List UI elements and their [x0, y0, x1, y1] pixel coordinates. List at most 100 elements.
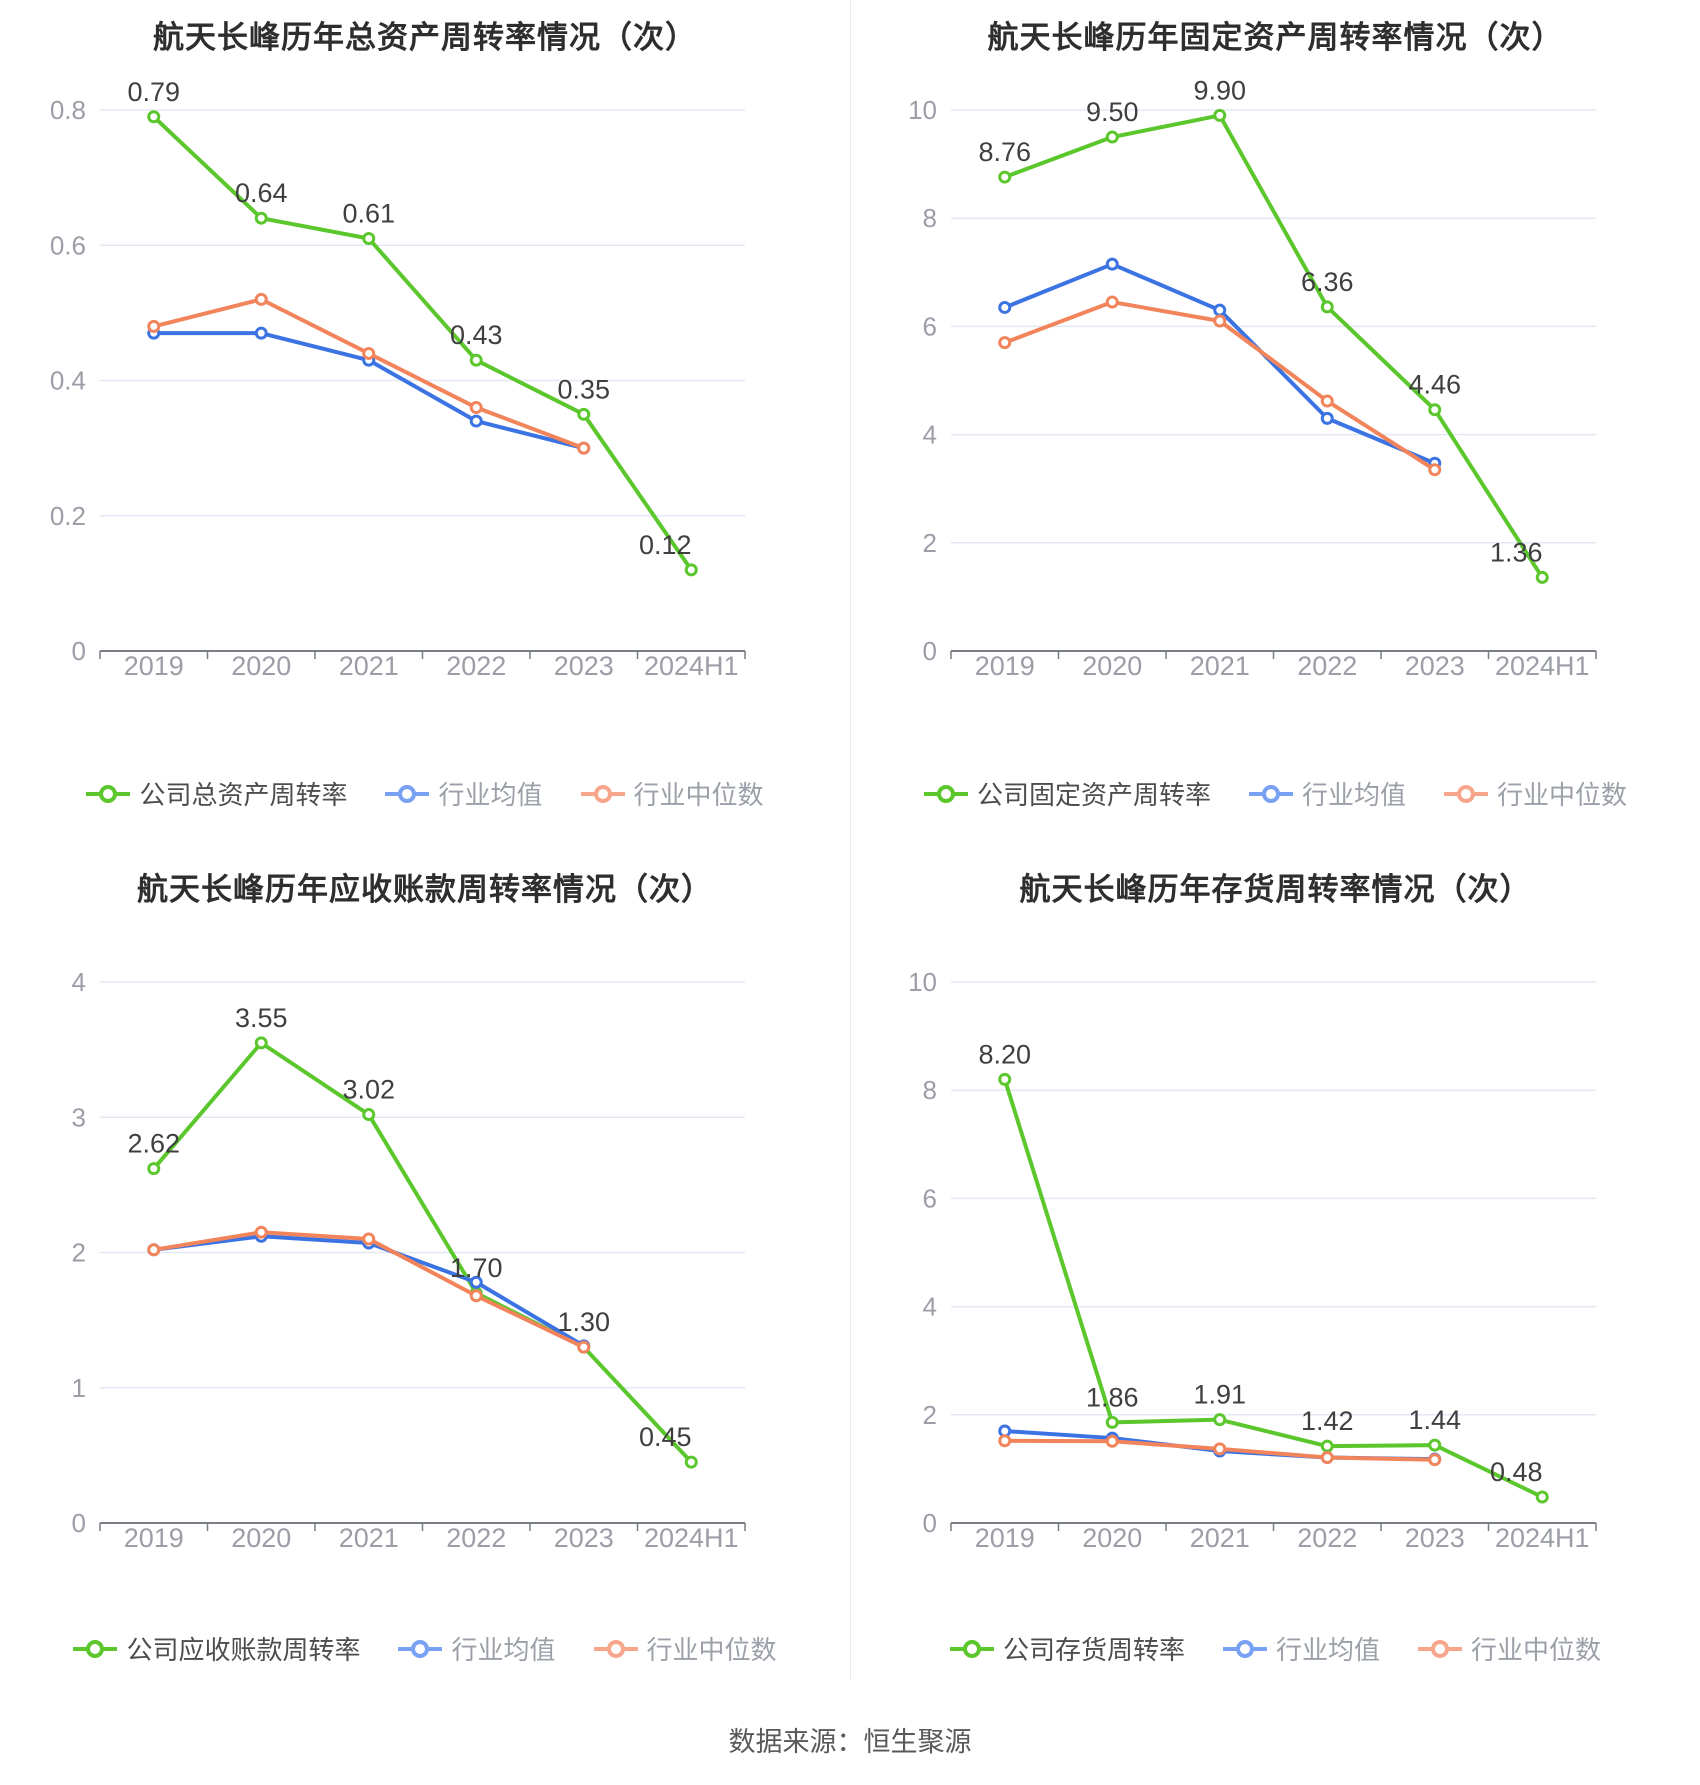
y-tick-label: 10: [908, 967, 937, 997]
legend-ring: [1261, 784, 1280, 803]
value-label: 3.02: [342, 1075, 395, 1105]
chart-legend: 公司固定资产周转率 行业均值 行业中位数: [851, 775, 1700, 812]
data-point-company: [147, 1162, 161, 1176]
data-point-industry_avg: [1320, 411, 1334, 425]
x-tick-label: 2019: [975, 651, 1035, 680]
legend-marker-company-icon: [86, 784, 131, 803]
value-label: 0.79: [127, 77, 180, 107]
legend-item-industry_avg[interactable]: 行业均值: [1248, 775, 1406, 812]
value-label: 1.91: [1193, 1380, 1246, 1410]
data-point-industry_median: [254, 1225, 268, 1239]
x-tick-label: 2024H1: [1495, 1523, 1590, 1552]
data-point-company: [1320, 1439, 1334, 1453]
chart-card-fixed-asset-turnover: 航天长峰历年固定资产周转率情况（次） 0 2 4 6 8 10 2019 2020 2021 20…: [850, 0, 1700, 830]
data-point-industry_median: [577, 1340, 591, 1354]
data-point-company: [254, 1036, 268, 1050]
x-tick-label: 2020: [1082, 651, 1142, 680]
y-tick-label: 0.2: [50, 501, 86, 531]
y-tick-label: 6: [923, 311, 937, 341]
value-label: 9.90: [1193, 75, 1246, 105]
value-label: 1.86: [1086, 1382, 1139, 1412]
value-label: 6.36: [1301, 267, 1354, 297]
x-tick-label: 2023: [1405, 1523, 1465, 1552]
x-tick-label: 2020: [1082, 1523, 1142, 1552]
legend-marker-company-icon: [73, 1639, 118, 1658]
data-point-company: [254, 211, 268, 225]
series-line-industry_avg: [1002, 262, 1437, 466]
legend-item-company[interactable]: 公司存货周转率: [949, 1630, 1185, 1667]
legend-item-industry_avg[interactable]: 行业均值: [398, 1630, 556, 1667]
legend-marker-industry_avg-icon: [1248, 784, 1293, 803]
legend-item-company[interactable]: 公司总资产周转率: [86, 775, 347, 812]
series-industry_avg: [998, 257, 1442, 470]
legend-item-industry_median[interactable]: 行业中位数: [1444, 775, 1627, 812]
data-point-company: [1213, 108, 1227, 122]
data-point-industry_median: [1428, 463, 1442, 477]
x-tick-label: 2022: [1297, 1523, 1357, 1552]
series-line-company: [1002, 1077, 1545, 1500]
value-label: 4.46: [1408, 370, 1461, 400]
x-tick-label: 2024H1: [644, 651, 739, 680]
legend-marker-industry_median-icon: [1418, 1639, 1462, 1658]
legend-item-industry_median[interactable]: 行业中位数: [580, 775, 764, 812]
data-point-industry_median: [998, 1434, 1012, 1448]
legend-ring: [86, 1639, 105, 1658]
data-point-company: [1535, 1490, 1549, 1504]
data-point-industry_avg: [1213, 303, 1227, 317]
legend-ring: [606, 1639, 625, 1658]
y-tick-label: 8: [923, 1075, 937, 1105]
series-industry_median: [998, 295, 1442, 477]
series-company: [998, 1072, 1549, 1504]
x-tick-label: 2022: [446, 1523, 506, 1552]
legend-item-industry_avg[interactable]: 行业均值: [385, 775, 543, 812]
legend-item-company[interactable]: 公司应收账款周转率: [73, 1630, 360, 1667]
value-label: 3.55: [235, 1003, 288, 1033]
series-line-company: [151, 1040, 694, 1465]
x-tick-label: 2023: [554, 651, 614, 680]
data-point-company: [998, 170, 1012, 184]
inventory-turnover-plot: 0 2 4 6 8 10 2019 2020 2021 2022 2023 2024H1 8.20 1.8…: [908, 967, 1597, 1552]
chart-legend: 公司总资产周转率 行业均值 行业中位数: [0, 775, 850, 812]
data-point-company: [1428, 1438, 1442, 1452]
legend-label-industry_median: 行业中位数: [1471, 1635, 1602, 1665]
legend-ring: [936, 784, 955, 803]
series-line-company: [1002, 113, 1545, 580]
data-point-company: [684, 563, 698, 577]
chart-title-fixed-asset-turnover: 航天长峰历年固定资产周转率情况（次）: [987, 20, 1564, 55]
data-point-industry_median: [1213, 314, 1227, 328]
x-tick-label: 2024H1: [644, 1523, 739, 1552]
data-point-company: [1320, 300, 1334, 314]
y-tick-label: 4: [923, 420, 937, 450]
legend-item-industry_median[interactable]: 行业中位数: [593, 1630, 777, 1667]
chart-card-total-asset-turnover: 航天长峰历年总资产周转率情况（次） 0 0.2 0.4 0.6 0.8 2019 2020 2…: [0, 0, 850, 830]
series-line-industry_median: [151, 297, 586, 451]
y-tick-label: 2: [72, 1238, 86, 1268]
legend-item-industry_median[interactable]: 行业中位数: [1418, 1630, 1601, 1667]
chart-legend: 公司应收账款周转率 行业均值 行业中位数: [0, 1630, 850, 1667]
value-label: 0.35: [557, 374, 610, 404]
legend-ring: [411, 1639, 430, 1658]
legend-marker-company-icon: [923, 784, 968, 803]
legend-item-industry_avg[interactable]: 行业均值: [1222, 1630, 1380, 1667]
series-industry_median: [147, 292, 591, 455]
charts-grid: 航天长峰历年总资产周转率情况（次） 0 0.2 0.4 0.6 0.8 2019 2020 2…: [0, 0, 1700, 1680]
data-point-industry_median: [1320, 394, 1334, 408]
chart-card-inventory-turnover: 航天长峰历年存货周转率情况（次） 0 2 4 6 8 10 2019 2020 2021 2022…: [850, 830, 1700, 1680]
x-tick-label: 2020: [231, 651, 291, 680]
data-point-industry_median: [469, 401, 483, 415]
legend-ring: [99, 784, 118, 803]
legend-item-company[interactable]: 公司固定资产周转率: [923, 775, 1211, 812]
y-tick-label: 0: [923, 1508, 937, 1538]
legend-marker-industry_avg-icon: [1222, 1639, 1267, 1658]
data-point-industry_avg: [1105, 257, 1119, 271]
data-point-industry_median: [1320, 1451, 1334, 1465]
x-tick-label: 2021: [339, 1523, 399, 1552]
legend-ring: [962, 1639, 981, 1658]
value-label: 1.30: [557, 1307, 610, 1337]
data-point-industry_median: [254, 292, 268, 306]
series-company: [998, 108, 1549, 584]
legend-marker-company-icon: [949, 1639, 994, 1658]
chart-title-receivables-turnover: 航天长峰历年应收账款周转率情况（次）: [137, 872, 713, 907]
y-tick-label: 10: [908, 95, 937, 125]
